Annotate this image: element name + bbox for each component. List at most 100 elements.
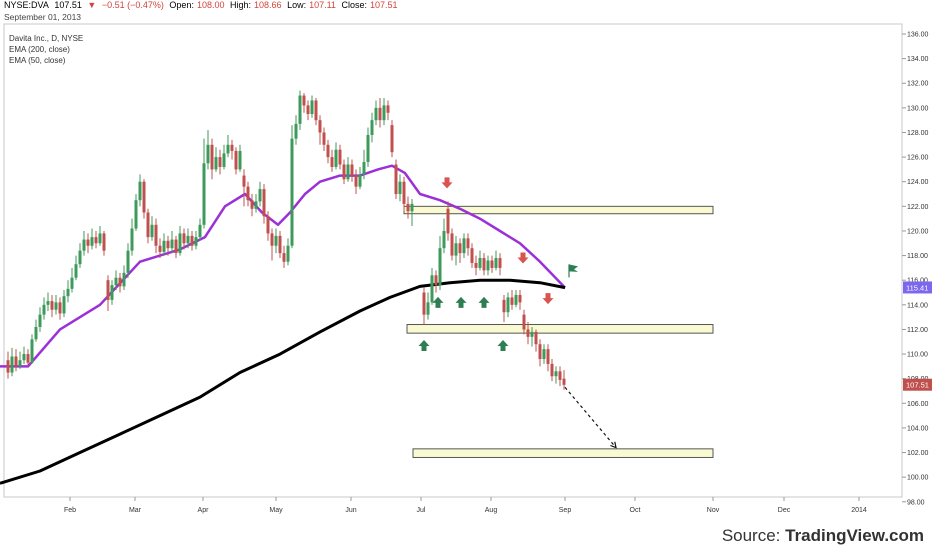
support-resistance-zone [412,448,714,458]
candle-body [458,243,462,254]
candle-body [370,120,374,135]
candle-body [438,248,442,286]
candle-body [82,239,86,251]
candle-body [210,144,214,170]
y-tick-label: 116.00 [907,278,928,285]
candle-body [334,149,338,167]
y-tick-label: 122.00 [907,204,929,211]
candle-body [198,224,202,238]
buy-arrow-icon [418,339,430,351]
candle-body [214,157,218,170]
candle-body [338,149,342,165]
sell-arrow-icon [542,293,554,305]
candle-body [510,297,514,305]
buy-arrow-icon [432,296,444,308]
candle-body [202,163,206,225]
candle-body [430,275,434,303]
candle-body [62,296,66,314]
candle-body [234,150,238,170]
candle-body [322,132,326,145]
candle-body [78,250,82,265]
open-label: Open: [169,0,194,10]
candle-body [158,245,162,252]
candle-body [538,344,542,359]
candle-body [342,164,346,180]
y-tick-label: 100.00 [907,475,929,482]
candle-body [502,299,506,313]
y-tick-label: 128.00 [907,130,929,137]
candle-body [398,181,402,195]
candle-body [278,235,282,254]
y-tick-label: 106.00 [907,401,929,408]
candle-body [478,258,482,268]
candle-body [34,326,38,340]
y-tick-label: 104.00 [907,425,929,432]
candle-body [170,239,174,249]
candle-body [182,233,186,244]
last-price-tag-bg [903,378,932,391]
y-tick-label: 134.00 [907,56,929,63]
ema50-line [0,164,566,368]
candle-body [194,237,198,246]
candle-body [150,224,154,238]
y-tick-label: 118.00 [907,253,928,260]
candle-body [38,314,42,327]
ema200-price-tag: 115.41 [906,283,928,292]
candle-body [474,262,478,268]
candle-body [102,233,106,251]
candle-body [290,138,294,246]
flag-icon [569,264,578,272]
last-price-tag: 107.51 [906,381,929,390]
candle-body [54,302,58,310]
candle-body [402,181,406,204]
symbol-label[interactable]: NYSE:DVA [4,0,49,10]
candle-body [178,233,182,254]
x-tick-label: May [269,507,283,514]
x-tick-label: Nov [707,507,720,514]
buy-arrow-icon [497,339,509,351]
y-tick-label: 112.00 [907,327,928,334]
candle-body [354,175,358,187]
candle-body [546,349,550,364]
ema200-price-tag-bg [903,281,932,294]
candle-body [154,224,158,246]
candle-body [106,280,110,300]
candle-body [222,153,226,167]
y-tick-label: 124.00 [907,179,929,186]
candle-body [558,371,562,380]
candle-body [130,228,134,251]
support-resistance-zone [406,324,714,334]
candle-body [490,260,494,268]
x-tick-label: Sep [559,507,572,514]
candle-body [250,200,254,209]
candle-body [498,258,502,268]
candle-body [306,105,310,115]
candle-body [14,356,18,367]
candle-body [118,277,122,287]
candle-body [90,237,94,246]
candle-body [166,240,170,249]
candle-body [482,258,486,271]
candle-body [282,253,286,262]
candle-body [294,123,298,139]
candle-body [94,237,98,244]
candle-body [486,260,490,271]
candle-body [506,297,510,313]
candle-body [270,233,274,246]
candle-body [462,238,466,254]
candle-body [238,150,242,170]
candle-body [42,304,46,315]
candle-body [298,95,302,124]
candle-body [454,243,458,256]
y-tick-label: 98.00 [907,499,925,506]
x-tick-label: Feb [64,507,76,514]
low-label: Low: [287,0,307,10]
candle-body [406,203,410,212]
candle-body [190,235,194,246]
candle-body [466,238,470,249]
projection-line [564,386,617,449]
y-tick-label: 102.00 [907,450,929,457]
y-tick-label: 126.00 [907,155,929,162]
candle-body [390,125,394,153]
